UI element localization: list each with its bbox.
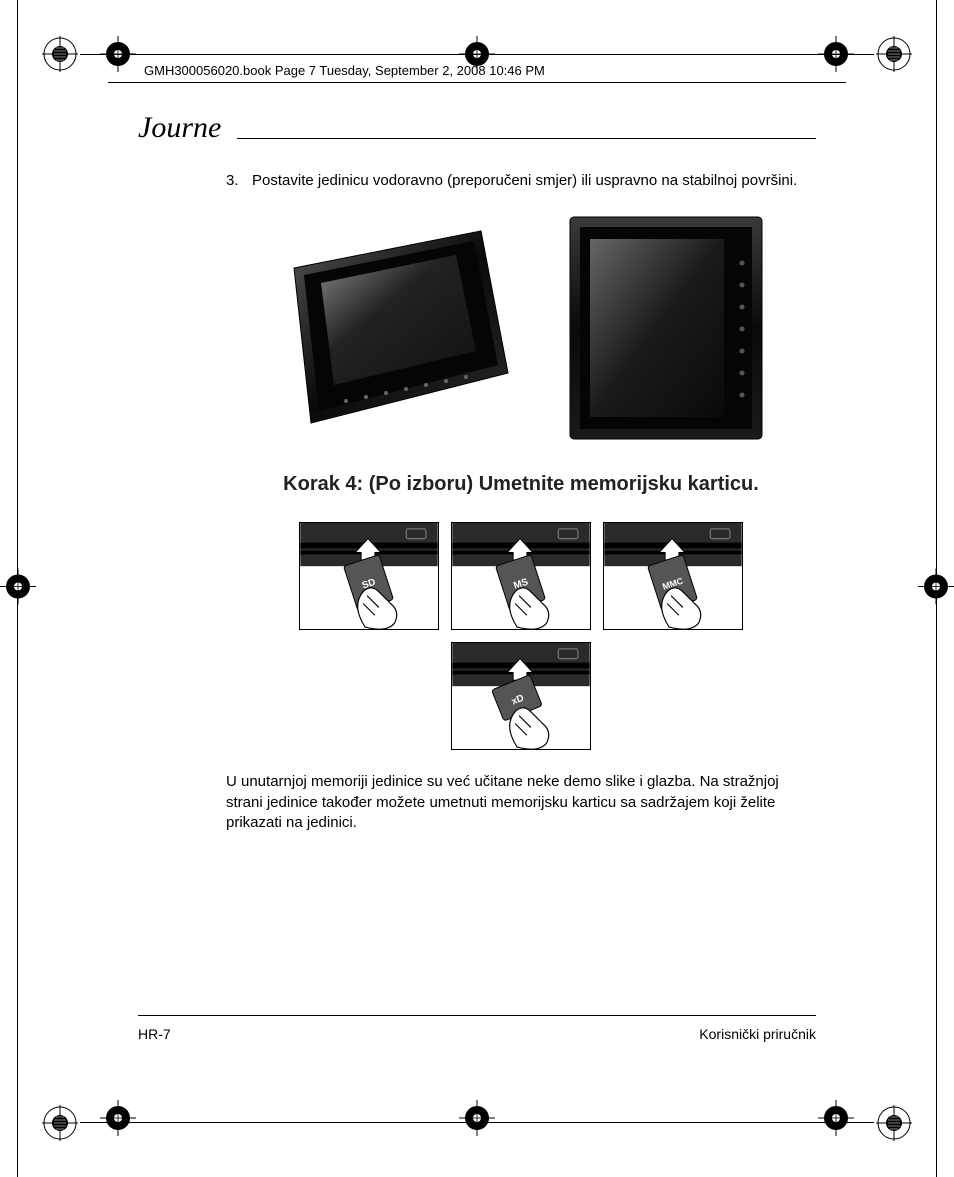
body-paragraph: U unutarnjoj memoriji jedinice su već uč… <box>226 772 816 833</box>
step-item: 3. Postavite jedinicu vodoravno (preporu… <box>226 171 816 191</box>
memory-cards-block: SD <box>226 522 816 750</box>
crosshair-mark <box>918 568 954 609</box>
logo-row: Journe <box>108 113 846 143</box>
card-slot-mmc: MMC <box>603 522 743 630</box>
step-number: 3. <box>226 171 244 191</box>
registration-mark-br <box>876 1105 912 1141</box>
page-content: GMH300056020.book Page 7 Tuesday, Septem… <box>108 55 846 1122</box>
step-text: Postavite jedinicu vodoravno (preporučen… <box>252 171 797 191</box>
header-rule <box>108 82 846 83</box>
content-body: 3. Postavite jedinicu vodoravno (preporu… <box>108 143 846 833</box>
device-illustration-row <box>226 213 816 443</box>
footer-page-number: HR-7 <box>138 1026 171 1042</box>
registration-mark-tl <box>42 36 78 72</box>
registration-mark-bl <box>42 1105 78 1141</box>
footer-doc-title: Korisnički priručnik <box>699 1026 816 1042</box>
cards-row-1: SD <box>299 522 743 630</box>
section-heading: Korak 4: (Po izboru) Umetnite memorijsku… <box>138 471 904 498</box>
logo-rule <box>237 138 816 139</box>
footer-rule <box>138 1015 816 1016</box>
card-slot-sd: SD <box>299 522 439 630</box>
card-slot-ms: MS <box>451 522 591 630</box>
running-header: GMH300056020.book Page 7 Tuesday, Septem… <box>108 55 846 82</box>
brand-logo: Journe <box>138 113 237 143</box>
page-footer: HR-7 Korisnički priručnik <box>138 1015 816 1042</box>
device-landscape-illustration <box>276 213 526 428</box>
card-slot-xd: xD <box>451 642 591 750</box>
cards-row-2: xD <box>451 642 591 750</box>
registration-mark-tr <box>876 36 912 72</box>
hairline <box>80 1122 874 1123</box>
crosshair-mark <box>0 568 36 609</box>
device-portrait-illustration <box>566 213 766 443</box>
